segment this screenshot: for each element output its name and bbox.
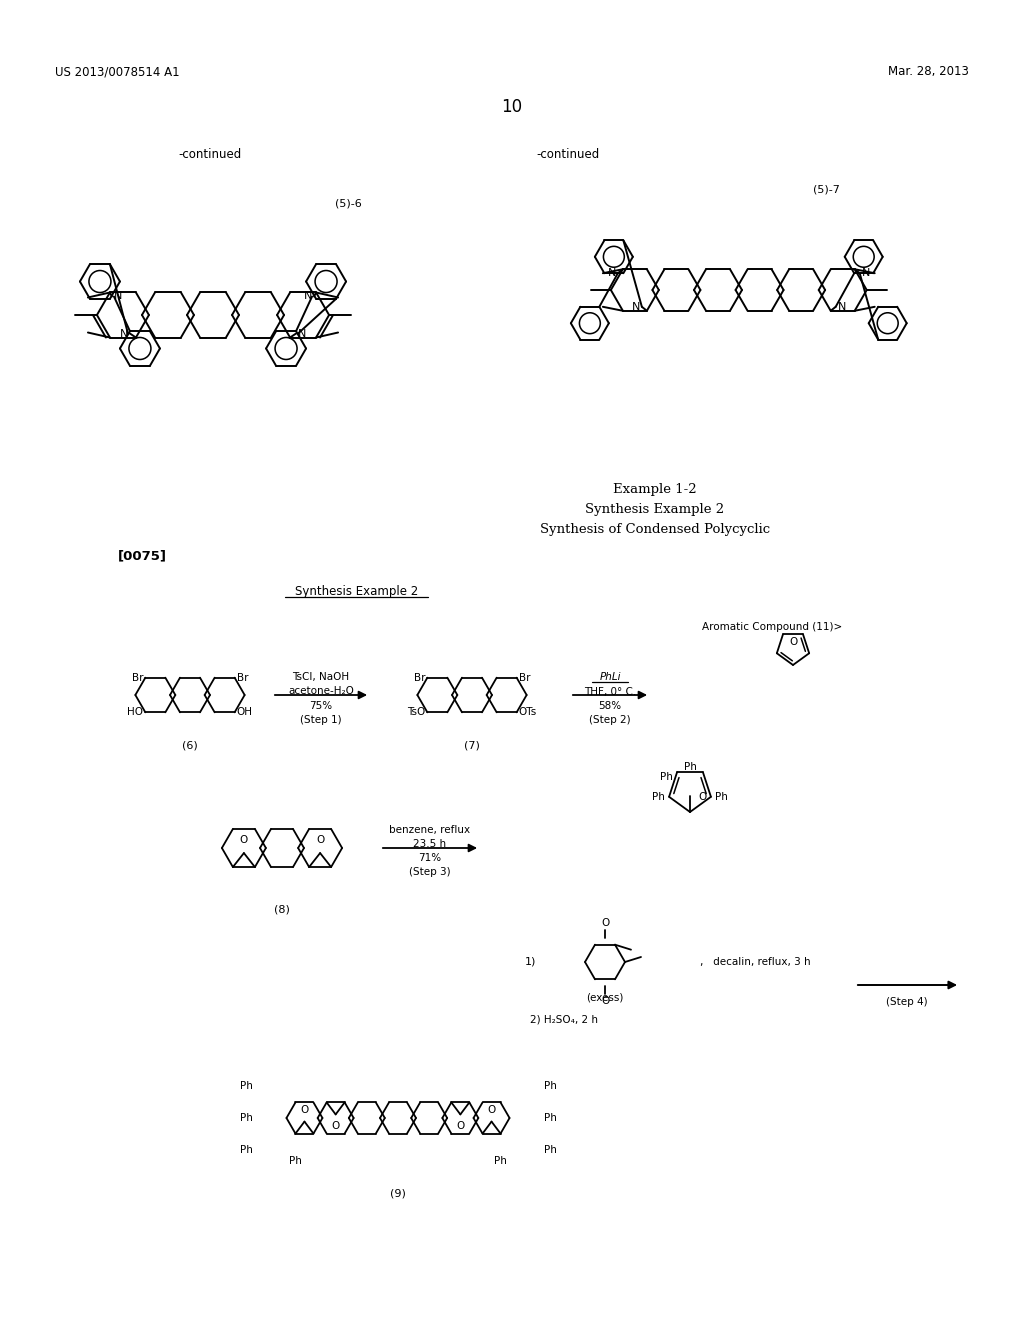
Text: OH: OH <box>237 708 253 717</box>
Text: Br: Br <box>237 673 248 682</box>
Text: (Step 4): (Step 4) <box>886 997 928 1007</box>
Text: 58%: 58% <box>598 701 622 711</box>
Text: Ph: Ph <box>240 1081 253 1092</box>
Text: Mar. 28, 2013: Mar. 28, 2013 <box>888 66 969 78</box>
Text: (6): (6) <box>182 741 198 750</box>
Text: -continued: -continued <box>537 149 600 161</box>
Text: O: O <box>601 917 609 928</box>
Text: (5)-7: (5)-7 <box>813 185 840 195</box>
Text: 23.5 h: 23.5 h <box>414 840 446 849</box>
Text: Ph: Ph <box>652 792 665 801</box>
Text: HO: HO <box>127 708 143 717</box>
Text: Example 1-2: Example 1-2 <box>613 483 696 496</box>
Text: Ph: Ph <box>544 1081 556 1092</box>
Text: O: O <box>300 1105 308 1114</box>
Text: Ph: Ph <box>715 792 728 801</box>
Text: TsO: TsO <box>408 708 425 717</box>
Text: N: N <box>838 302 846 312</box>
Text: (Step 3): (Step 3) <box>410 867 451 876</box>
Text: N: N <box>632 302 640 312</box>
Text: N: N <box>298 329 306 338</box>
Text: (7): (7) <box>464 741 480 750</box>
Text: Synthesis of Condensed Polycyclic: Synthesis of Condensed Polycyclic <box>540 524 770 536</box>
Text: O: O <box>332 1122 340 1131</box>
Text: N: N <box>607 268 615 279</box>
Text: Synthesis Example 2: Synthesis Example 2 <box>586 503 725 516</box>
Text: 75%: 75% <box>309 701 333 711</box>
Text: Br: Br <box>132 673 143 682</box>
Text: US 2013/0078514 A1: US 2013/0078514 A1 <box>55 66 179 78</box>
Text: benzene, reflux: benzene, reflux <box>389 825 471 836</box>
Text: Ph: Ph <box>289 1156 302 1166</box>
Text: O: O <box>240 836 248 845</box>
Text: (9): (9) <box>390 1188 406 1199</box>
Text: Ph: Ph <box>544 1144 556 1155</box>
Text: OTs: OTs <box>518 708 537 717</box>
Text: (Step 2): (Step 2) <box>589 715 631 725</box>
Text: 2) H₂SO₄, 2 h: 2) H₂SO₄, 2 h <box>530 1015 598 1026</box>
Text: N: N <box>120 329 128 338</box>
Text: acetone-H₂O: acetone-H₂O <box>288 686 354 696</box>
Text: O: O <box>788 638 797 647</box>
Text: O: O <box>457 1122 465 1131</box>
Text: (8): (8) <box>274 906 290 915</box>
Text: Br: Br <box>414 673 425 682</box>
Text: Aromatic Compound (11)>: Aromatic Compound (11)> <box>701 622 842 632</box>
Text: 1): 1) <box>525 957 537 968</box>
Text: Ph: Ph <box>495 1156 507 1166</box>
Text: ,   decalin, reflux, 3 h: , decalin, reflux, 3 h <box>700 957 811 968</box>
Text: TsCl, NaOH: TsCl, NaOH <box>293 672 349 682</box>
Text: O: O <box>487 1105 496 1114</box>
Text: THF, 0° C.: THF, 0° C. <box>584 686 636 697</box>
Text: PhLi: PhLi <box>599 672 621 682</box>
Text: 10: 10 <box>502 98 522 116</box>
Text: (Step 1): (Step 1) <box>300 715 342 725</box>
Text: Ph: Ph <box>240 1113 253 1123</box>
Text: Ph: Ph <box>544 1113 556 1123</box>
Text: 71%: 71% <box>419 853 441 863</box>
Text: (5)-6: (5)-6 <box>335 198 361 209</box>
Text: O: O <box>601 997 609 1006</box>
Text: Synthesis Example 2: Synthesis Example 2 <box>295 586 419 598</box>
Text: Br: Br <box>518 673 530 682</box>
Text: Ph: Ph <box>684 762 696 772</box>
Text: N: N <box>862 268 870 279</box>
Text: N: N <box>114 292 122 301</box>
Text: O: O <box>698 792 707 803</box>
Text: N: N <box>304 292 312 301</box>
Text: -continued: -continued <box>178 149 242 161</box>
Text: O: O <box>316 836 325 845</box>
Text: Ph: Ph <box>660 772 673 783</box>
Text: Ph: Ph <box>240 1144 253 1155</box>
Text: [0075]: [0075] <box>118 549 167 562</box>
Text: (exess): (exess) <box>587 993 624 1003</box>
